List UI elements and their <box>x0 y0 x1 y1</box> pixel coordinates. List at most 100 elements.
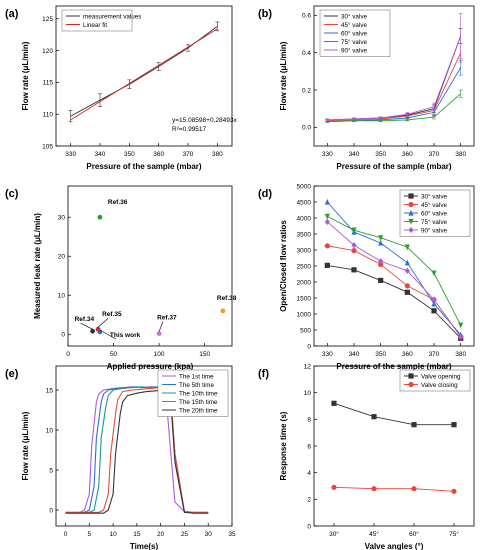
x-tick-label: 380 <box>455 151 466 158</box>
data-marker <box>431 300 437 307</box>
x-tick-label: 0 <box>66 351 70 358</box>
x-tick-label: 380 <box>455 351 466 358</box>
y-tick-label: 115 <box>43 80 54 87</box>
chart-panel-6: (f) 30° 45° 60° 75° 0 2 4 6 8 10 12 Valve angles (°)… <box>258 363 475 550</box>
data-marker <box>404 244 410 251</box>
x-axis-label: Applied pressure (kpa) <box>107 362 194 371</box>
x-axis-label: Valve angles (°) <box>365 542 424 550</box>
data-marker <box>324 218 330 225</box>
x-tick-label: 330 <box>65 151 76 158</box>
y-tick-label: 1000 <box>297 311 312 318</box>
y-tick-label: 10 <box>46 427 54 434</box>
data-point <box>90 328 95 334</box>
panel-label: (d) <box>258 188 272 200</box>
y-tick-label: 0 <box>61 332 65 339</box>
data-marker <box>351 227 357 234</box>
series-line <box>326 201 462 336</box>
data-marker <box>404 283 410 289</box>
data-marker <box>404 259 410 266</box>
chart-panel-1: (a) 330 340 350 360 370 380 105 110 115 120 125 Pres… <box>5 5 237 171</box>
series-line <box>65 387 209 513</box>
fit-equation: y=15.08598+0.28493x <box>172 117 237 124</box>
y-tick-label: 30 <box>58 215 66 222</box>
chart-panel-3: (c) 0 50 100 150 0 10 20 30 Applied pressure (kpa… <box>5 185 237 371</box>
legend-label: Valve closing <box>421 382 458 389</box>
data-marker <box>371 486 377 492</box>
data-marker <box>378 261 384 267</box>
point-label: This work <box>110 332 141 339</box>
x-tick-label: 360 <box>402 351 413 358</box>
series-line <box>70 28 218 121</box>
data-point <box>156 331 162 336</box>
series-line <box>327 67 462 123</box>
y-axis-label: Response time (s) <box>279 411 288 480</box>
data-marker <box>378 239 384 246</box>
pointer-line <box>80 322 93 330</box>
x-tick-label: 380 <box>212 151 223 158</box>
x-axis-label: Pressure of the sample (mbar) <box>336 362 451 371</box>
data-marker <box>404 289 410 295</box>
y-tick-label: 4500 <box>297 199 312 206</box>
legend-label: Linear fit <box>83 22 107 29</box>
data-marker <box>451 488 457 494</box>
y-tick-label: 4 <box>307 470 311 477</box>
data-marker <box>371 414 377 420</box>
panel-label: (a) <box>5 8 19 20</box>
point-label: Ref.35 <box>102 311 122 318</box>
pointer-line <box>97 317 109 328</box>
y-tick-label: 10 <box>304 390 312 397</box>
data-marker <box>351 248 357 254</box>
data-marker <box>431 270 437 277</box>
legend-marker <box>408 226 414 234</box>
series-line <box>327 52 462 122</box>
x-tick-label: 45° <box>369 530 379 538</box>
x-tick-label: 370 <box>183 151 194 158</box>
chart-panel-2: (b) 330 340 350 360 370 380 0.0 0.2 0.4 0.6 Pressur… <box>258 5 475 171</box>
x-tick-label: 350 <box>375 351 386 358</box>
y-axis-label: Open/Closed flow ratios <box>279 220 288 312</box>
panel-label: (b) <box>258 8 272 20</box>
x-tick-label: 340 <box>95 151 106 158</box>
y-tick-label: 125 <box>42 16 53 23</box>
y-tick-label: 12 <box>304 363 312 370</box>
legend-label: 30° valve <box>341 13 367 21</box>
panel-label: (f) <box>258 368 269 380</box>
x-tick-label: 0 <box>64 531 68 538</box>
point-label: Ref.34 <box>75 316 95 323</box>
legend-marker <box>408 201 414 208</box>
legend-box <box>61 9 133 32</box>
series-line <box>333 402 454 426</box>
x-tick-label: 100 <box>154 351 165 358</box>
data-marker <box>404 267 410 274</box>
data-marker <box>458 333 464 341</box>
series-line <box>327 221 462 338</box>
x-tick-label: 370 <box>429 151 440 158</box>
x-tick-label: 60° <box>409 530 419 538</box>
x-tick-label: 340 <box>349 351 360 358</box>
y-tick-label: 105 <box>42 143 53 150</box>
y-tick-label: 0 <box>307 343 311 350</box>
legend-label: The 1st time <box>179 374 214 381</box>
y-tick-label: 15 <box>46 387 54 394</box>
series-line <box>327 264 462 339</box>
x-tick-label: 20 <box>157 531 165 538</box>
data-marker <box>431 308 437 314</box>
series-line <box>70 26 218 117</box>
y-tick-label: 3000 <box>297 247 312 254</box>
data-point <box>220 308 226 314</box>
series-line <box>327 35 462 121</box>
x-tick-label: 350 <box>124 151 135 158</box>
data-marker <box>351 267 357 273</box>
x-tick-label: 350 <box>375 151 386 158</box>
data-marker <box>351 242 357 249</box>
data-marker <box>378 235 384 241</box>
y-tick-label: 4000 <box>297 215 312 222</box>
x-tick-label: 330 <box>322 151 333 158</box>
data-marker <box>411 422 417 428</box>
y-tick-label: 20 <box>58 254 66 261</box>
pointer-line <box>99 329 117 340</box>
plot-frame <box>55 365 233 527</box>
pointer-line <box>158 321 164 332</box>
y-axis-label: Flow rate (μL/min) <box>279 41 288 110</box>
